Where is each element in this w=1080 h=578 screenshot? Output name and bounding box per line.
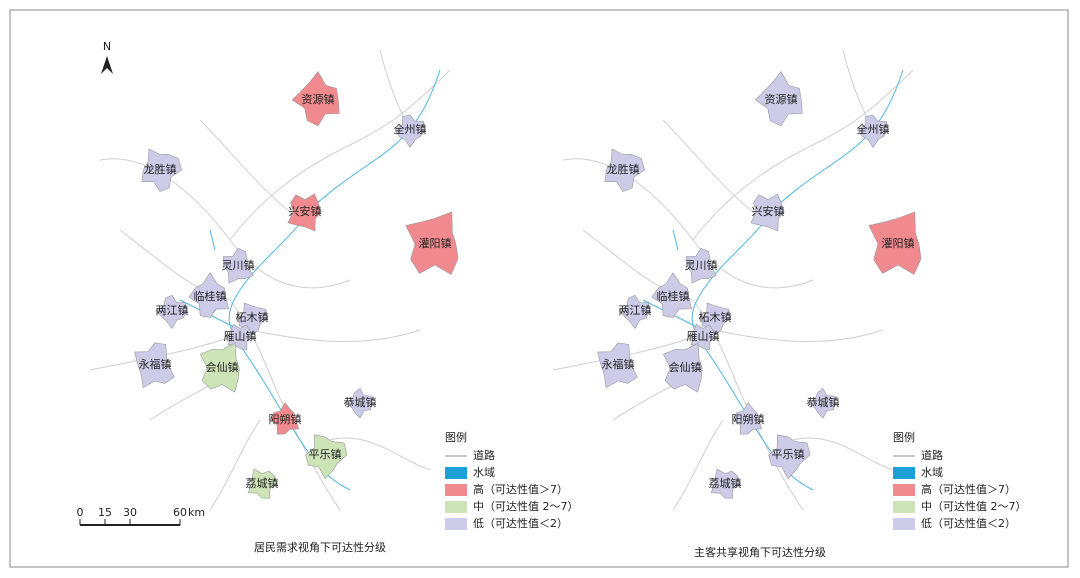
- town-area: [141, 148, 182, 192]
- scale-label: 15: [98, 506, 112, 519]
- town-area: [808, 387, 836, 419]
- legend-swatch: [893, 467, 915, 479]
- town-area: [405, 211, 459, 275]
- town-label: 荔城镇: [709, 476, 742, 490]
- legend-label: 中（可达性值 2～7）: [473, 499, 579, 513]
- legend-label: 低（可达性值＜2）: [473, 516, 568, 530]
- town-area: [685, 247, 717, 284]
- town-area: [868, 211, 922, 275]
- town-area: [618, 294, 651, 330]
- town-label: 恭城镇: [344, 395, 377, 409]
- town-area: [134, 342, 175, 389]
- town-area: [345, 387, 373, 419]
- town-label: 雁山镇: [687, 329, 720, 343]
- town-area: [710, 468, 741, 499]
- town-label: 平乐镇: [309, 447, 342, 461]
- legend-label: 水域: [473, 466, 495, 479]
- legend-label: 水域: [921, 466, 943, 479]
- town-area: [291, 71, 340, 127]
- town-label: 资源镇: [302, 92, 335, 106]
- town-area: [597, 342, 638, 389]
- legend-label: 道路: [921, 448, 943, 462]
- legend-title: 图例: [893, 430, 915, 444]
- scale-label: 30: [123, 506, 137, 519]
- town-area: [662, 342, 703, 393]
- town-area: [701, 302, 732, 335]
- town-label: 阳朔镇: [732, 412, 765, 426]
- legend-label: 低（可达性值＜2）: [921, 516, 1016, 530]
- town-label: 平乐镇: [772, 447, 805, 461]
- town-area: [857, 114, 889, 149]
- legend-swatch: [445, 484, 467, 496]
- town-label: 临桂镇: [657, 289, 690, 303]
- scale-label: 0: [77, 506, 84, 519]
- town-label: 荔城镇: [246, 476, 279, 490]
- town-area: [732, 402, 763, 435]
- town-area: [238, 302, 269, 335]
- legend-label: 中（可达性值 2～7）: [921, 499, 1027, 513]
- town-label: 全州镇: [857, 122, 890, 136]
- town-area: [394, 114, 426, 149]
- legend-label: 高（可达性值＞7）: [473, 482, 568, 496]
- frame: [9, 9, 1069, 568]
- legend-label: 高（可达性值＞7）: [921, 482, 1016, 496]
- town-area: [188, 272, 229, 318]
- town-area: [287, 193, 322, 232]
- town-label: 雁山镇: [224, 329, 257, 343]
- town-label: 资源镇: [765, 92, 798, 106]
- legend-swatch: [445, 518, 467, 530]
- town-area: [269, 402, 300, 435]
- map-caption: 居民需求视角下可达性分级: [254, 540, 386, 554]
- legend-label: 道路: [473, 448, 495, 462]
- north-arrow: N: [101, 40, 113, 74]
- town-label: 永福镇: [139, 357, 172, 371]
- town-label: 龙胜镇: [607, 162, 640, 176]
- town-area: [222, 247, 254, 284]
- legend-title: 图例: [445, 430, 467, 444]
- town-label: 灌阳镇: [882, 236, 915, 250]
- town-area: [651, 272, 692, 318]
- town-label: 两江镇: [156, 303, 189, 317]
- town-label: 两江镇: [619, 303, 652, 317]
- town-area: [754, 71, 803, 127]
- town-label: 阳朔镇: [269, 412, 302, 426]
- legend-swatch: [893, 501, 915, 513]
- town-label: 柘木镇: [699, 310, 732, 324]
- legend-swatch: [445, 501, 467, 513]
- town-label: 会仙镇: [669, 360, 702, 374]
- town-label: 兴安镇: [752, 204, 785, 218]
- town-label: 临桂镇: [194, 289, 227, 303]
- town-area: [604, 148, 645, 192]
- town-label: 灵川镇: [222, 258, 255, 272]
- scale-label: 60: [173, 506, 187, 519]
- legend-swatch: [893, 518, 915, 530]
- town-label: 柘木镇: [236, 310, 269, 324]
- town-area: [155, 294, 188, 330]
- town-label: 恭城镇: [807, 395, 840, 409]
- scale-unit: km: [188, 506, 205, 519]
- town-label: 永福镇: [602, 357, 635, 371]
- legend-swatch: [445, 467, 467, 479]
- town-label: 灵川镇: [685, 258, 718, 272]
- town-area: [199, 342, 240, 393]
- town-label: 兴安镇: [289, 204, 322, 218]
- town-area: [768, 434, 811, 480]
- town-area: [750, 193, 785, 232]
- town-area: [247, 468, 278, 499]
- north-label: N: [103, 40, 111, 53]
- town-label: 灌阳镇: [419, 236, 452, 250]
- town-label: 全州镇: [394, 122, 427, 136]
- town-label: 龙胜镇: [144, 162, 177, 176]
- town-area: [305, 434, 348, 480]
- town-label: 会仙镇: [206, 360, 239, 374]
- map-caption: 主客共享视角下可达性分级: [694, 545, 826, 559]
- legend-swatch: [893, 484, 915, 496]
